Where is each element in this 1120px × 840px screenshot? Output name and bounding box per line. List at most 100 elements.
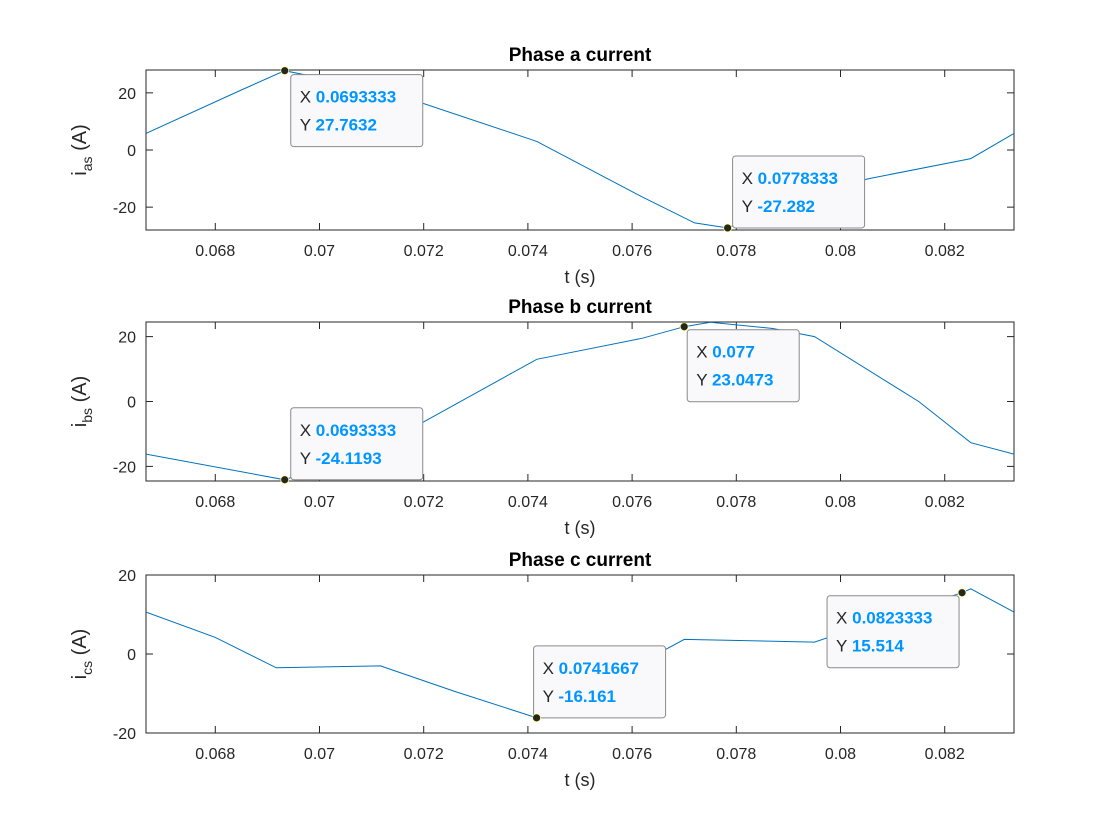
datatip-y-row: Y 27.7632 xyxy=(300,116,377,135)
y-tick-label: 20 xyxy=(118,568,136,585)
x-tick-label: 0.078 xyxy=(716,494,756,511)
datatip-x-value: 0.0823333 xyxy=(852,609,932,628)
x-tick-label: 0.082 xyxy=(925,746,965,763)
datatip-y-row: Y -16.161 xyxy=(543,687,616,706)
x-tick-label: 0.07 xyxy=(304,746,335,763)
x-tick-label: 0.074 xyxy=(508,494,548,511)
x-tick-label: 0.072 xyxy=(404,746,444,763)
x-tick-label: 0.076 xyxy=(612,243,652,260)
datatip-y-label: Y xyxy=(543,687,559,706)
datatip-y-value: 15.514 xyxy=(852,637,905,656)
datatip-y-label: Y xyxy=(300,116,316,135)
x-tick-label: 0.076 xyxy=(612,494,652,511)
datatip-y-value: -16.161 xyxy=(558,687,616,706)
x-tick-label: 0.07 xyxy=(304,243,335,260)
axes-box xyxy=(145,69,1015,231)
x-tick-label: 0.072 xyxy=(404,494,444,511)
datatip: X 0.077 Y 23.0473 xyxy=(679,322,800,403)
datatip-x-row: X 0.0693333 xyxy=(300,421,396,440)
chart-title: Phase b current xyxy=(508,297,652,318)
subplot-3: 0.068 0.07 0.072 0.074 0.076 0.078 0.08 0.082 -2… xyxy=(69,550,1015,790)
x-tick-label: 0.08 xyxy=(825,243,856,260)
y-label-unit: (A) xyxy=(69,629,91,661)
datatip-y-row: Y 23.0473 xyxy=(696,371,773,390)
datatip-x-value: 0.0741667 xyxy=(559,659,639,678)
x-tick-label: 0.08 xyxy=(825,746,856,763)
datatip-y-row: Y -27.282 xyxy=(742,197,815,216)
datatip-box xyxy=(290,407,424,481)
y-tick-label: 0 xyxy=(127,647,136,664)
datatip: X 0.0693333 Y -24.1193 xyxy=(280,407,424,485)
x-tick-label: 0.08 xyxy=(825,494,856,511)
datatip-x-label: X xyxy=(836,609,852,628)
axes-box xyxy=(145,321,1015,482)
datatip-x-value: 0.077 xyxy=(712,343,755,362)
datatip-x-row: X 0.0823333 xyxy=(836,609,932,628)
y-tick-label: -20 xyxy=(113,726,136,743)
datatip-x-value: 0.0693333 xyxy=(316,421,396,440)
subplot-2: 0.068 0.07 0.072 0.074 0.076 0.078 0.08 0.082 -2… xyxy=(69,297,1015,538)
datatip-marker xyxy=(723,223,733,233)
x-tick-label: 0.074 xyxy=(508,243,548,260)
datatip-box xyxy=(686,329,800,403)
y-label-main: i xyxy=(69,423,91,427)
x-tick-label: 0.076 xyxy=(612,746,652,763)
datatip-y-value: -24.1193 xyxy=(316,449,382,468)
x-tick-label: 0.078 xyxy=(716,243,756,260)
datatip-y-value: 27.7632 xyxy=(316,116,377,135)
x-tick-label: 0.068 xyxy=(195,243,235,260)
datatip-x-row: X 0.0778333 xyxy=(742,169,838,188)
y-tick-label: 20 xyxy=(118,86,136,103)
datatip-y-value: 23.0473 xyxy=(712,371,773,390)
y-tick-label: 20 xyxy=(118,330,136,347)
datatip-x-row: X 0.077 xyxy=(696,343,755,362)
datatip-x-label: X xyxy=(543,659,559,678)
y-label-subscript: cs xyxy=(79,661,95,675)
y-tick-label: 0 xyxy=(127,395,136,412)
y-axis-label: ias (A) xyxy=(69,124,95,175)
x-axis-label: t (s) xyxy=(565,267,596,287)
datatip-y-label: Y xyxy=(696,371,712,390)
y-axis-label: ics (A) xyxy=(69,629,95,680)
x-tick-label: 0.068 xyxy=(195,746,235,763)
x-tick-label: 0.074 xyxy=(508,746,548,763)
x-tick-label: 0.07 xyxy=(304,494,335,511)
y-label-unit: (A) xyxy=(69,376,91,408)
x-tick-label: 0.082 xyxy=(925,494,965,511)
x-tick-label: 0.082 xyxy=(925,243,965,260)
datatip-y-label: Y xyxy=(742,197,758,216)
chart-title: Phase a current xyxy=(509,45,652,66)
x-tick-label: 0.068 xyxy=(195,494,235,511)
y-label-main: i xyxy=(69,171,91,175)
chart-title: Phase c current xyxy=(509,550,652,571)
datatip-marker xyxy=(957,588,967,598)
datatip-y-value: -27.282 xyxy=(757,197,815,216)
datatip-y-row: Y 15.514 xyxy=(836,637,904,656)
datatip-box xyxy=(732,155,866,229)
y-axis-label: ibs (A) xyxy=(69,376,95,427)
x-tick-label: 0.078 xyxy=(716,746,756,763)
datatip-y-label: Y xyxy=(836,637,852,656)
datatip-y-row: Y -24.1193 xyxy=(300,449,382,468)
datatip-x-row: X 0.0693333 xyxy=(300,88,396,107)
datatip-y-label: Y xyxy=(300,449,316,468)
series-line-1 xyxy=(146,70,1014,229)
datatip-marker xyxy=(280,475,290,485)
datatip-x-value: 0.0693333 xyxy=(316,88,396,107)
datatip-box xyxy=(533,645,667,719)
datatip-x-label: X xyxy=(300,88,316,107)
y-label-subscript: bs xyxy=(79,408,95,423)
y-label-unit: (A) xyxy=(69,124,91,156)
datatip-marker xyxy=(532,713,541,723)
datatip-marker xyxy=(679,322,689,332)
y-label-main: i xyxy=(69,675,91,679)
datatip-box xyxy=(826,595,960,669)
datatip-x-label: X xyxy=(742,169,758,188)
y-tick-label: 0 xyxy=(127,143,136,160)
datatip-marker xyxy=(280,66,290,76)
x-axis-label: t (s) xyxy=(565,518,596,538)
x-tick-label: 0.072 xyxy=(404,243,444,260)
